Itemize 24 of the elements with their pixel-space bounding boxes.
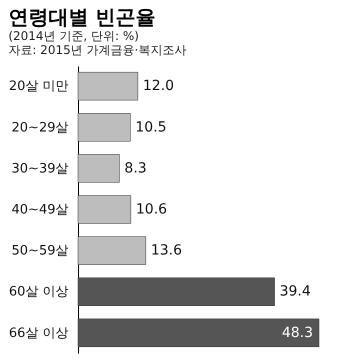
chart-subtitle: (2014년 기준, 단위: %) [8,29,139,43]
y-tick-label: 60살 이상 [8,284,68,300]
y-tick-label: 20~29살 [12,120,68,136]
y-tick-label: 50~59살 [12,244,68,259]
text: 자료: 2015년 가계금융·복지조사 [8,43,186,57]
data-label: 12.0 [142,78,174,94]
y-tick-label: 40~49살 [12,202,68,218]
data-label: 10.6 [136,202,168,218]
bar [78,113,131,142]
bar [78,236,146,265]
data-label: 39.4 [280,284,311,300]
y-tick-label: 30~39살 [12,161,68,176]
bar [78,154,120,183]
bar [78,195,132,224]
y-tick-label: 66살 이상 [8,326,68,341]
bar [78,72,138,100]
y-tick-label: 20살 미만 [8,79,68,94]
bar [78,318,320,348]
data-label: 10.5 [135,119,167,136]
chart-title: 연령대별 빈곤율 [8,5,156,29]
data-label: 8.3 [124,160,147,176]
bar [78,278,275,306]
data-label: 13.6 [150,242,182,259]
data-label: 48.3 [282,324,313,341]
